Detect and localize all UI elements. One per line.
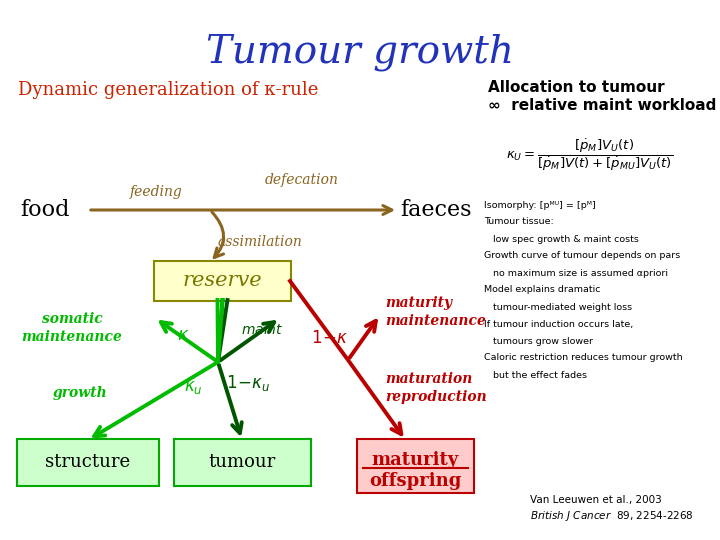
FancyBboxPatch shape bbox=[357, 439, 474, 493]
Text: reserve: reserve bbox=[183, 272, 262, 291]
Text: Van Leeuwen et al., 2003: Van Leeuwen et al., 2003 bbox=[530, 495, 662, 505]
Text: but the effect fades: but the effect fades bbox=[484, 370, 587, 380]
FancyBboxPatch shape bbox=[174, 439, 311, 486]
Text: Model explains dramatic: Model explains dramatic bbox=[484, 286, 600, 294]
Text: tumour-mediated weight loss: tumour-mediated weight loss bbox=[484, 302, 632, 312]
Text: $1\!-\!\kappa_u$: $1\!-\!\kappa_u$ bbox=[226, 373, 270, 393]
Text: If tumour induction occurs late,: If tumour induction occurs late, bbox=[484, 320, 634, 328]
Text: maturity
maintenance: maturity maintenance bbox=[385, 296, 486, 328]
Text: somatic
maintenance: somatic maintenance bbox=[22, 312, 122, 344]
Text: feeding: feeding bbox=[130, 185, 183, 199]
Text: $\kappa_u$: $\kappa_u$ bbox=[184, 378, 202, 396]
Text: assimilation: assimilation bbox=[218, 235, 302, 249]
Text: maturity: maturity bbox=[372, 451, 459, 469]
Text: $\kappa$: $\kappa$ bbox=[176, 326, 189, 344]
Text: $\it{British\ J\ Cancer}$  89, 2254-2268: $\it{British\ J\ Cancer}$ 89, 2254-2268 bbox=[530, 509, 694, 523]
Text: growth: growth bbox=[53, 386, 107, 400]
Text: low spec growth & maint costs: low spec growth & maint costs bbox=[484, 234, 639, 244]
Text: structure: structure bbox=[45, 453, 130, 471]
Text: offspring: offspring bbox=[369, 472, 462, 490]
Text: Isomorphy: [pᴹᵁ] = [pᴹ]: Isomorphy: [pᴹᵁ] = [pᴹ] bbox=[484, 200, 595, 210]
Text: no maximum size is assumed αpriori: no maximum size is assumed αpriori bbox=[484, 268, 668, 278]
FancyBboxPatch shape bbox=[17, 439, 159, 486]
Text: Allocation to tumour: Allocation to tumour bbox=[488, 80, 665, 96]
Text: defecation: defecation bbox=[265, 173, 339, 187]
Text: Dynamic generalization of κ-rule: Dynamic generalization of κ-rule bbox=[18, 81, 318, 99]
Text: tumours grow slower: tumours grow slower bbox=[484, 336, 593, 346]
Text: food: food bbox=[20, 199, 70, 221]
Text: Growth curve of tumour depends on pars: Growth curve of tumour depends on pars bbox=[484, 252, 680, 260]
Text: Tumour tissue:: Tumour tissue: bbox=[484, 218, 554, 226]
Text: Caloric restriction reduces tumour growth: Caloric restriction reduces tumour growt… bbox=[484, 354, 683, 362]
FancyBboxPatch shape bbox=[154, 261, 291, 301]
Text: tumour: tumour bbox=[208, 453, 276, 471]
Text: $\kappa_U = \dfrac{[\dot{p}_M]V_U(t)}{[\dot{p}_M]V(t) + [\dot{p}_{MU}]V_U(t)}$: $\kappa_U = \dfrac{[\dot{p}_M]V_U(t)}{[\… bbox=[506, 137, 673, 173]
Text: maturation
reproduction: maturation reproduction bbox=[385, 372, 487, 404]
Text: $maint$: $maint$ bbox=[240, 322, 283, 338]
Text: ∞  relative maint workload: ∞ relative maint workload bbox=[488, 98, 716, 113]
Text: faeces: faeces bbox=[400, 199, 472, 221]
Text: $1\!-\!\kappa$: $1\!-\!\kappa$ bbox=[311, 329, 348, 347]
Text: Tumour growth: Tumour growth bbox=[206, 33, 514, 71]
